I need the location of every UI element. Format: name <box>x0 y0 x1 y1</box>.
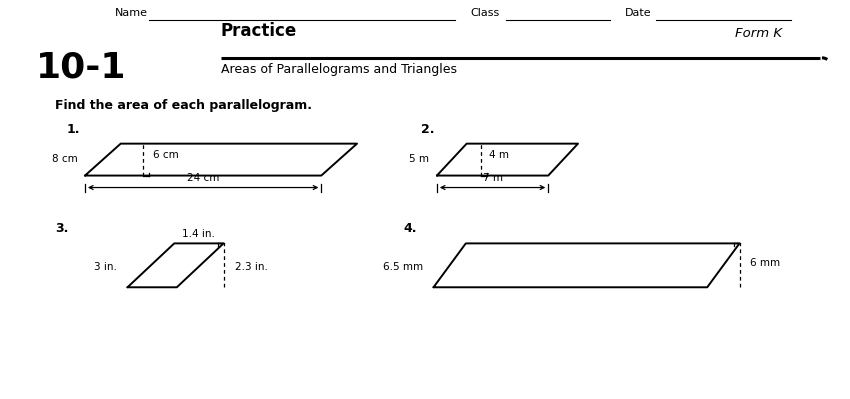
Text: 1.4 in.: 1.4 in. <box>183 229 215 239</box>
Text: Date: Date <box>625 8 651 18</box>
Text: 6.5 mm: 6.5 mm <box>383 261 423 272</box>
Text: 8 cm: 8 cm <box>53 154 78 164</box>
Text: Form K: Form K <box>735 27 782 40</box>
Text: Practice: Practice <box>221 22 298 40</box>
Text: 3.: 3. <box>55 222 69 235</box>
Text: Find the area of each parallelogram.: Find the area of each parallelogram. <box>55 99 312 112</box>
Text: Name: Name <box>115 8 148 18</box>
Text: 6 mm: 6 mm <box>750 257 779 268</box>
Text: 10-1: 10-1 <box>36 51 126 85</box>
Text: Areas of Parallelograms and Triangles: Areas of Parallelograms and Triangles <box>221 63 457 76</box>
Text: 24 cm: 24 cm <box>187 173 219 183</box>
Text: 5 m: 5 m <box>409 154 429 164</box>
Text: 6 cm: 6 cm <box>153 150 178 160</box>
Text: 2.: 2. <box>421 122 434 136</box>
Text: 4.: 4. <box>404 222 417 235</box>
Text: 7 m: 7 m <box>483 173 502 183</box>
Text: 4 m: 4 m <box>489 150 509 160</box>
Text: Class: Class <box>470 8 499 18</box>
Text: 2.3 in.: 2.3 in. <box>235 261 268 272</box>
Text: 3 in.: 3 in. <box>94 261 117 272</box>
Text: 1.: 1. <box>66 122 80 136</box>
